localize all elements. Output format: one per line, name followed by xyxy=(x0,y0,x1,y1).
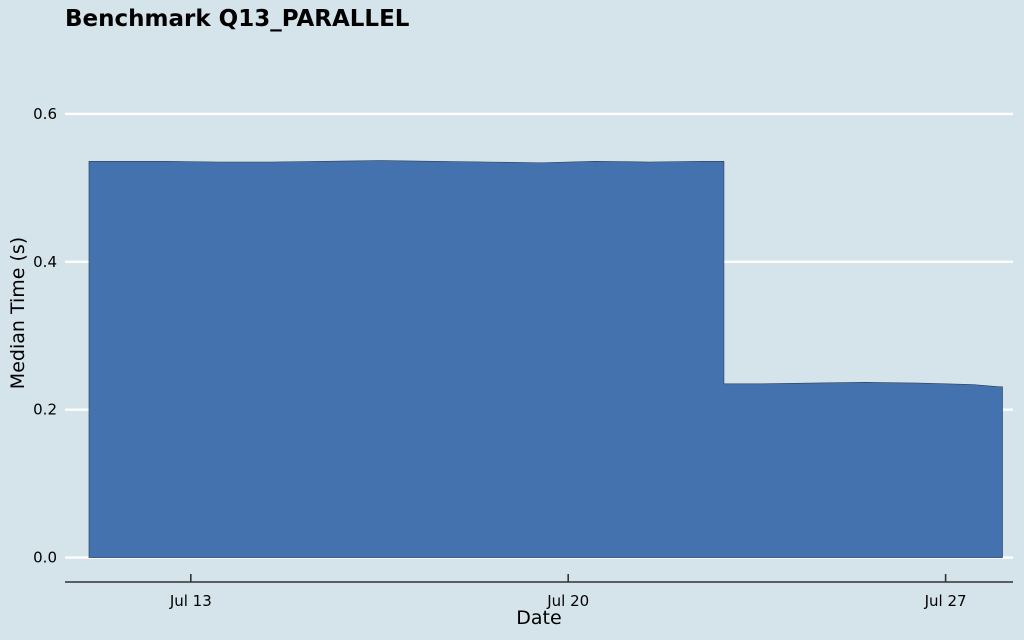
y-tick-label: 0.4 xyxy=(33,253,57,271)
x-tick-label: Jul 27 xyxy=(924,592,967,610)
y-axis-ticks: 0.0 0.2 0.4 0.6 xyxy=(33,105,57,567)
area-fill xyxy=(88,160,1003,558)
area-series xyxy=(88,160,1003,558)
y-tick-label: 0.0 xyxy=(33,549,57,567)
y-axis-title: Median Time (s) xyxy=(7,237,29,389)
y-tick-label: 0.2 xyxy=(33,401,57,419)
x-tick-label: Jul 13 xyxy=(169,592,212,610)
x-axis-ticks: Jul 13 Jul 20 Jul 27 xyxy=(169,574,967,610)
chart-title: Benchmark Q13_PARALLEL xyxy=(65,6,410,32)
y-tick-label: 0.6 xyxy=(33,105,57,123)
x-axis-title: Date xyxy=(516,607,561,629)
x-tick-label: Jul 20 xyxy=(546,592,589,610)
